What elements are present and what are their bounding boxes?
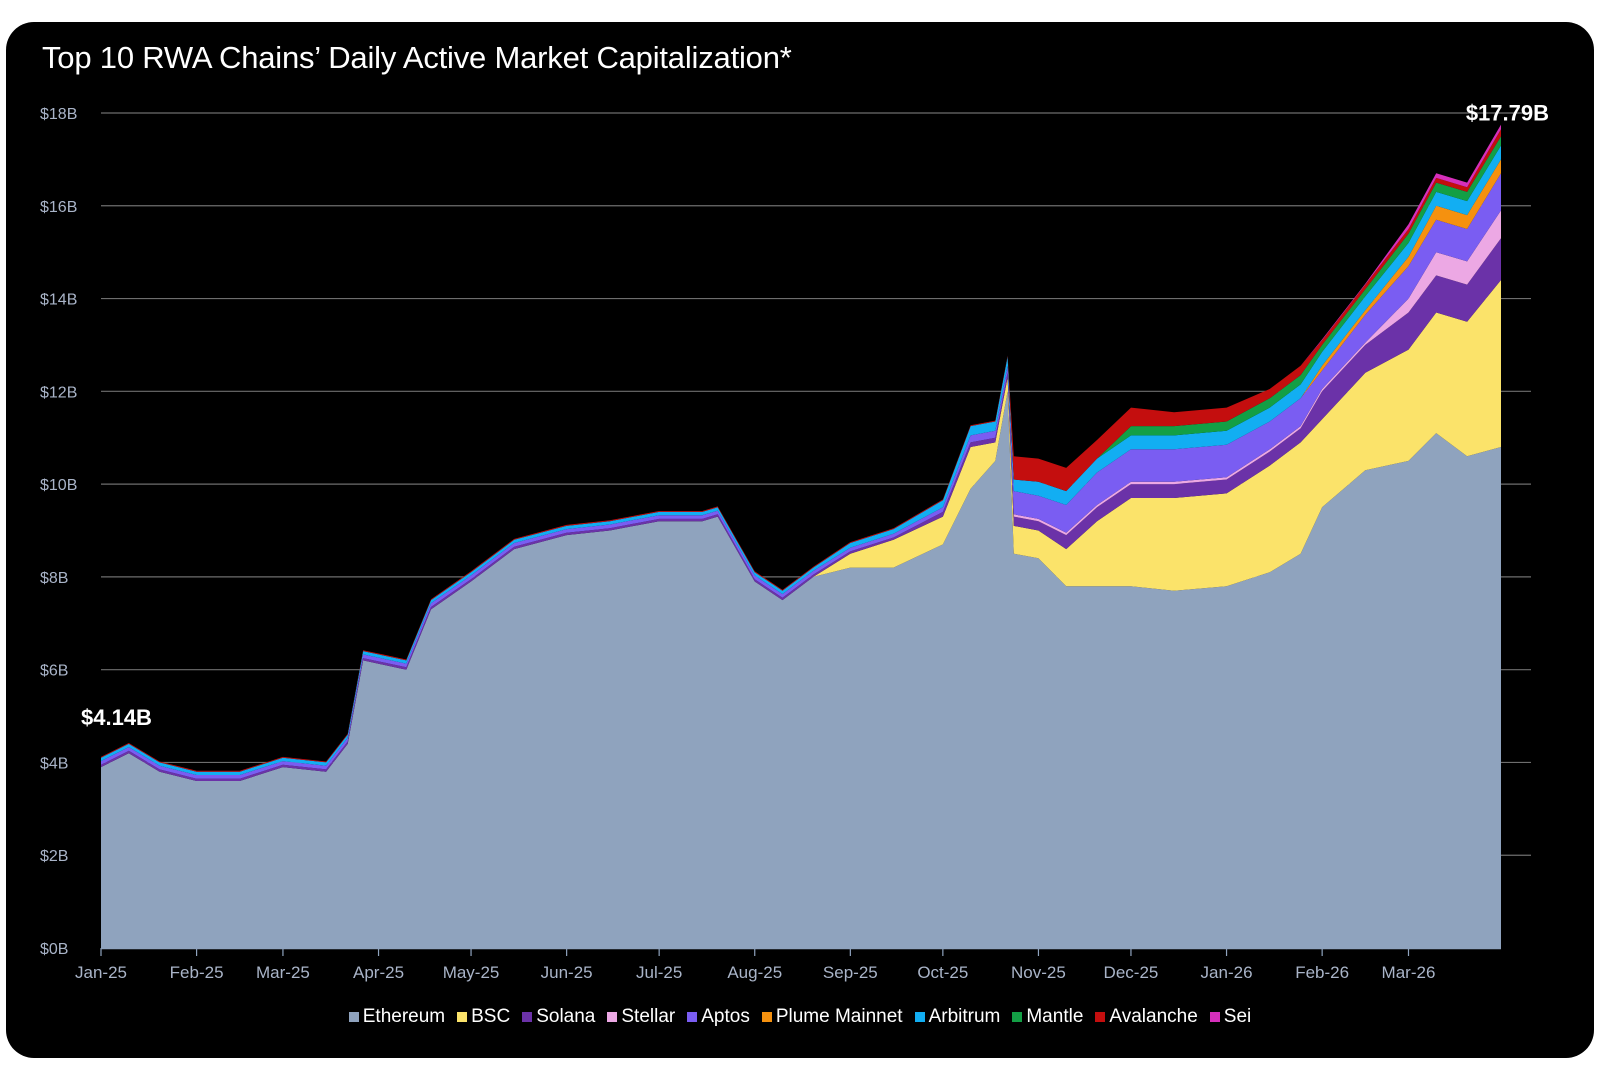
x-tick-label: Mar-26 [1382,963,1436,982]
y-tick-label: $12B [40,384,77,401]
y-tick-label: $6B [40,663,68,680]
x-tick-label: Jul-25 [636,963,682,982]
legend-swatch [607,1012,618,1022]
legend-label: Ethereum [362,1006,446,1027]
legend-swatch [522,1012,533,1022]
legend-item: BSC [457,1006,510,1028]
legend-swatch [457,1012,468,1022]
x-tick-label: Feb-26 [1295,963,1349,982]
legend-swatch [761,1012,772,1022]
legend-item: Solana [522,1006,595,1028]
legend-swatch [914,1012,925,1022]
chart-legend: Ethereum BSC Solana Stellar Aptos Plume Mainn… [6,1006,1594,1028]
legend-label: Arbitrum [928,1006,1001,1027]
value-annotation: $17.79B [1466,101,1549,126]
legend-swatch [687,1012,698,1022]
legend-label: Plume Mainnet [775,1006,903,1027]
x-tick-label: Aug-25 [727,963,782,982]
area-series-aptos [101,173,1501,779]
y-tick-label: $18B [40,106,77,123]
legend-item: Mantle [1012,1006,1083,1028]
legend-item: Aptos [687,1006,750,1028]
x-tick-label: Jun-25 [541,963,593,982]
x-tick-label: Mar-25 [256,963,310,982]
legend-item: Ethereum [348,1006,446,1028]
y-tick-label: $10B [40,477,77,494]
y-tick-label: $4B [40,755,68,772]
value-annotation: $4.14B [81,705,152,730]
legend-label: Mantle [1026,1006,1084,1027]
legend-label: Stellar [621,1006,676,1027]
x-tick-label: Dec-25 [1104,963,1159,982]
stacked-area-chart: $0B $2B $4B $6B $8B $10B $12B $14B $16B $18B Jan-2… [40,101,1549,982]
legend-item: Stellar [607,1006,675,1028]
legend-label: Sei [1223,1006,1252,1027]
legend-item: Avalanche [1095,1006,1198,1028]
y-tick-label: $8B [40,570,68,587]
x-tick-label: Jan-26 [1201,963,1253,982]
legend-swatch [348,1012,359,1022]
legend-item: Arbitrum [914,1006,1001,1028]
x-tick-label: May-25 [443,963,500,982]
legend-label: BSC [471,1006,511,1027]
legend-swatch [1209,1012,1220,1022]
legend-label: Solana [536,1006,596,1027]
x-tick-label: Feb-25 [170,963,224,982]
legend-item: Plume Mainnet [761,1006,903,1028]
area-series-ethereum [101,391,1501,948]
legend-swatch [1012,1012,1023,1022]
legend-label: Aptos [701,1006,750,1027]
y-tick-label: $0B [40,941,68,958]
chart-title: Top 10 RWA Chains’ Daily Active Market C… [42,40,792,75]
x-tick-label: Nov-25 [1011,963,1066,982]
legend-swatch [1095,1012,1106,1022]
x-tick-label: Jan-25 [75,963,127,982]
x-tick-label: Apr-25 [353,963,404,982]
y-tick-label: $14B [40,292,77,309]
x-tick-label: Sep-25 [823,963,878,982]
legend-label: Avalanche [1109,1006,1198,1027]
chart-card: Top 10 RWA Chains’ Daily Active Market C… [6,22,1594,1058]
y-tick-label: $2B [40,848,68,865]
legend-item: Sei [1209,1006,1252,1028]
x-tick-label: Oct-25 [917,963,968,982]
area-series-bsc [101,280,1501,781]
y-tick-label: $16B [40,199,77,216]
